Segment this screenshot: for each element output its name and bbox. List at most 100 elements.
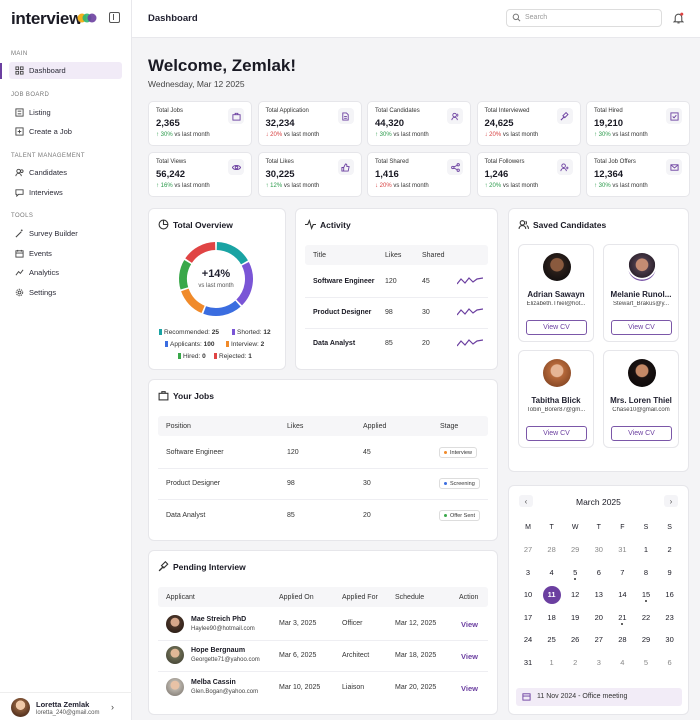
calendar-day[interactable]: 25 [543,631,561,649]
pending-title: Pending Interview [173,562,246,572]
sidebar-item-interviews[interactable]: Interviews [9,184,122,201]
applied-on-cell: Mar 6, 2025 [279,652,317,659]
calendar-day[interactable]: 9 [661,564,679,582]
view-button[interactable]: View [461,620,478,629]
weekday-label: S [643,524,649,531]
stat-label: Total Interviewed [484,108,530,114]
stat-label: Total Job Offers [594,159,636,165]
calendar-day[interactable]: 29 [637,631,655,649]
avatar [11,698,30,717]
column-header: Position [166,423,191,430]
calendar-day[interactable]: 10 [519,586,537,604]
stage-badge: Offer Sent [439,510,480,521]
calendar-next-button[interactable]: › [664,495,678,507]
calendar-day[interactable]: 28 [543,541,561,559]
calendar-day[interactable]: 2 [661,541,679,559]
calendar-prev-button[interactable]: ‹ [519,495,533,507]
sidebar-item-dashboard[interactable]: Dashboard [9,62,122,79]
chevron-right-icon[interactable]: › [111,702,114,712]
calendar-day[interactable]: 4 [613,654,631,672]
calendar-day[interactable]: 29 [566,541,584,559]
stat-change-suffix: vs last month [393,183,429,189]
calendar-day[interactable]: 30 [661,631,679,649]
activity-shared-cell: 30 [422,309,430,316]
arrow-up-icon: ↑ [594,183,599,189]
calendar-day[interactable]: 23 [661,609,679,627]
legend-swatch [178,353,181,359]
sidebar-item-analytics[interactable]: Analytics [9,264,122,281]
bell-icon[interactable] [673,12,684,24]
calendar-day[interactable]: 5 [566,564,584,582]
calendar-event[interactable] [516,688,682,706]
calendar-day[interactable]: 31 [519,654,537,672]
activity-likes-cell: 85 [385,340,393,347]
job-position-cell: Data Analyst [166,512,206,519]
users-icon [518,220,529,229]
calendar-day[interactable]: 27 [519,541,537,559]
weekday-label: M [525,524,531,531]
schedule-cell: Mar 20, 2025 [395,684,437,691]
document-icon [337,108,354,124]
collapse-sidebar-icon[interactable] [109,12,120,23]
calendar-day[interactable]: 11 [542,586,561,604]
sidebar-item-settings[interactable]: Settings [9,284,122,301]
calendar-day[interactable]: 15 [637,586,655,604]
calendar-day[interactable]: 3 [519,564,537,582]
calendar-day[interactable]: 26 [566,631,584,649]
candidate-card: Mrs. Loren Thiel Chase10@gmail.com View … [603,350,679,448]
weekday-label: S [667,524,672,531]
stage-label: Interview [450,449,473,456]
calendar-day[interactable]: 6 [590,564,608,582]
calendar-day[interactable]: 1 [543,654,561,672]
stat-change-value: 20% [489,183,502,189]
calendar-day[interactable]: 6 [661,654,679,672]
view-cv-button[interactable]: View CV [611,320,672,335]
view-button[interactable]: View [461,652,478,661]
calendar-day[interactable]: 28 [613,631,631,649]
day-number: 30 [594,545,603,554]
applicant-name: Mae Streich PhD [191,616,247,623]
calendar-day[interactable]: 20 [590,609,608,627]
calendar-day[interactable]: 21 [613,609,631,627]
calendar-day[interactable]: 22 [637,609,655,627]
calendar-day[interactable]: 24 [519,631,537,649]
calendar-day[interactable]: 7 [613,564,631,582]
column-header: Likes [385,252,402,259]
job-position-cell: Product Designer [166,480,221,487]
calendar-day[interactable]: 30 [590,541,608,559]
sidebar-item-events[interactable]: Events [9,245,122,262]
calendar-day[interactable]: 1 [637,541,655,559]
view-cv-button[interactable]: View CV [526,426,587,441]
sidebar-item-create-job[interactable]: Create a Job [9,123,122,140]
stat-value: 1,246 [484,169,509,180]
calendar-day[interactable]: 17 [519,609,537,627]
stat-card: Total Jobs 2,365 ↑ 30% vs last month [148,101,252,146]
view-button[interactable]: View [461,684,478,693]
calendar-day[interactable]: 31 [613,541,631,559]
search-input[interactable] [506,9,662,27]
view-cv-button[interactable]: View CV [611,426,672,441]
calendar-day[interactable]: 13 [590,586,608,604]
calendar-day[interactable]: 12 [566,586,584,604]
calendar-day[interactable]: 5 [637,654,655,672]
view-cv-button[interactable]: View CV [526,320,587,335]
calendar-day[interactable]: 27 [590,631,608,649]
calendar-day[interactable]: 2 [566,654,584,672]
donut-segment [179,259,192,290]
brand-logo[interactable]: interview [11,9,82,28]
sidebar-item-listing[interactable]: Listing [9,104,122,121]
day-number: 4 [620,657,625,667]
calendar-day[interactable]: 8 [637,564,655,582]
calendar-day[interactable]: 3 [590,654,608,672]
sidebar-item-survey-builder[interactable]: Survey Builder [9,225,122,242]
calendar-day[interactable]: 16 [661,586,679,604]
calendar-day[interactable]: 18 [543,609,561,627]
calendar-day[interactable]: 14 [613,586,631,604]
column-header: Applied [363,423,387,430]
legend-applicants: Applicants: 100 [165,341,214,348]
calendar-day[interactable]: 4 [543,564,561,582]
donut-segment [236,261,253,306]
user-profile[interactable] [0,692,132,720]
sidebar-item-candidates[interactable]: Candidates [9,164,122,181]
calendar-day[interactable]: 19 [566,609,584,627]
